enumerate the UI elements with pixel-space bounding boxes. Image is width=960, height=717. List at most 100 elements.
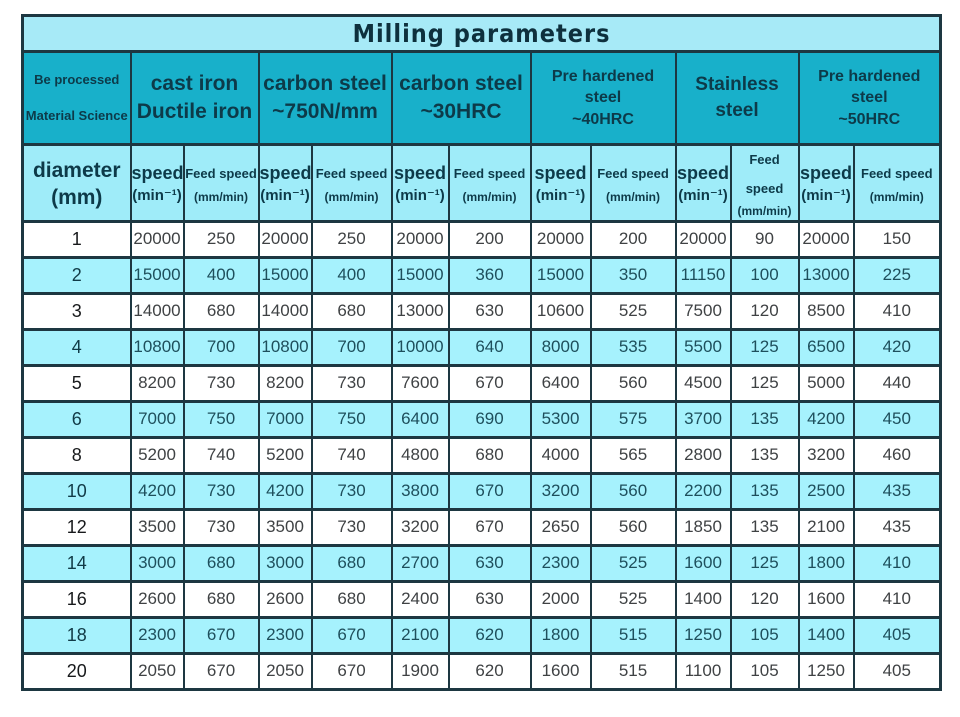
value-cell: 670 <box>310 651 393 691</box>
value-cell: 120 <box>729 579 800 619</box>
value-cell: 630 <box>447 543 532 583</box>
material-name: cast iron <box>150 71 239 95</box>
value-cell: 730 <box>182 507 260 547</box>
diameter-cell: 6 <box>21 399 132 439</box>
value-cell: 1600 <box>529 651 592 691</box>
value-cell: 680 <box>310 543 393 583</box>
value-cell: 515 <box>589 615 677 655</box>
value-cell: 1250 <box>797 651 855 691</box>
value-cell: 2700 <box>390 543 450 583</box>
value-cell: 2300 <box>129 615 185 655</box>
value-cell: 680 <box>310 291 393 331</box>
speed-label: speed <box>676 163 730 184</box>
table-row: 3 14000 680 14000 680 13000 630 10600 525 7500 120… <box>21 291 942 331</box>
feed-speed-unit: (mm/min) <box>462 189 517 204</box>
material-spec: ~50HRC <box>838 110 901 128</box>
table-row: 4 10800 700 10800 700 10000 640 8000 535 5500 125 6… <box>21 327 942 367</box>
value-cell: 13000 <box>797 255 855 295</box>
value-cell: 8000 <box>529 327 592 367</box>
table-row: 1 20000 250 20000 250 20000 200 20000 200 20000 90… <box>21 219 942 259</box>
value-cell: 560 <box>589 507 677 547</box>
value-cell: 420 <box>852 327 942 367</box>
value-cell: 730 <box>182 471 260 511</box>
material-name: Stainless steel <box>695 74 779 121</box>
value-cell: 3500 <box>129 507 185 547</box>
corner-line2: Material Science <box>25 108 128 123</box>
value-cell: 5000 <box>797 363 855 403</box>
value-cell: 10800 <box>257 327 313 367</box>
feed-speed-header: Feed speed (mm/min) <box>182 143 260 223</box>
value-cell: 680 <box>182 543 260 583</box>
value-cell: 440 <box>852 363 942 403</box>
value-cell: 3000 <box>257 543 313 583</box>
milling-parameters-table: Milling parameters Be processed Material… <box>21 14 943 691</box>
value-cell: 1800 <box>797 543 855 583</box>
value-cell: 400 <box>310 255 393 295</box>
value-cell: 8200 <box>129 363 185 403</box>
table-row: 6 7000 750 7000 750 6400 690 5300 575 3700 135 4200… <box>21 399 942 439</box>
value-cell: 120 <box>729 291 800 331</box>
diameter-cell: 16 <box>21 579 132 619</box>
value-cell: 20000 <box>129 219 185 259</box>
value-cell: 680 <box>310 579 393 619</box>
value-cell: 5500 <box>674 327 732 367</box>
feed-speed-label: Feed speed <box>453 166 526 182</box>
value-cell: 670 <box>447 507 532 547</box>
table-row: 5 8200 730 8200 730 7600 670 6400 560 4500 125 5000… <box>21 363 942 403</box>
value-cell: 200 <box>589 219 677 259</box>
value-cell: 730 <box>310 471 393 511</box>
value-cell: 565 <box>589 435 677 475</box>
value-cell: 250 <box>182 219 260 259</box>
value-cell: 560 <box>589 363 677 403</box>
feed-speed-label: Feed speed <box>745 152 784 196</box>
speed-header: speed (min⁻¹) <box>529 143 592 223</box>
value-cell: 90 <box>729 219 800 259</box>
material-name: carbon steel <box>263 71 387 95</box>
value-cell: 20000 <box>797 219 855 259</box>
table-row: 20 2050 670 2050 670 1900 620 1600 515 1100 105 125… <box>21 651 942 691</box>
value-cell: 7600 <box>390 363 450 403</box>
value-cell: 100 <box>729 255 800 295</box>
value-cell: 670 <box>310 615 393 655</box>
value-cell: 410 <box>852 291 942 331</box>
diameter-cell: 2 <box>21 255 132 295</box>
value-cell: 135 <box>729 471 800 511</box>
value-cell: 3800 <box>390 471 450 511</box>
diameter-cell: 1 <box>21 219 132 259</box>
page-title: Milling parameters <box>21 14 942 53</box>
speed-label: speed <box>799 163 853 184</box>
corner-line1: Be processed <box>34 71 120 87</box>
value-cell: 6400 <box>390 399 450 439</box>
value-cell: 405 <box>852 651 942 691</box>
value-cell: 2000 <box>529 579 592 619</box>
value-cell: 670 <box>447 471 532 511</box>
value-cell: 7000 <box>257 399 313 439</box>
diameter-label: diameter <box>32 158 121 182</box>
speed-unit: (min⁻¹) <box>801 187 851 205</box>
speed-unit: (min⁻¹) <box>678 187 728 205</box>
value-cell: 2100 <box>390 615 450 655</box>
value-cell: 10800 <box>129 327 185 367</box>
value-cell: 125 <box>729 363 800 403</box>
feed-speed-header: Feed speed (mm/min) <box>589 143 677 223</box>
value-cell: 670 <box>447 363 532 403</box>
value-cell: 450 <box>852 399 942 439</box>
value-cell: 20000 <box>257 219 313 259</box>
diameter-cell: 12 <box>21 507 132 547</box>
value-cell: 620 <box>447 651 532 691</box>
value-cell: 740 <box>182 435 260 475</box>
diameter-header: diameter (mm) <box>21 143 132 223</box>
speed-unit: (min⁻¹) <box>132 187 182 205</box>
value-cell: 670 <box>182 651 260 691</box>
feed-speed-unit: (mm/min) <box>606 189 660 204</box>
value-cell: 410 <box>852 579 942 619</box>
value-cell: 620 <box>447 615 532 655</box>
table-row: 16 2600 680 2600 680 2400 630 2000 525 1400 120 160… <box>21 579 942 619</box>
value-cell: 15000 <box>529 255 592 295</box>
value-cell: 125 <box>729 543 800 583</box>
value-cell: 730 <box>182 363 260 403</box>
value-cell: 560 <box>589 471 677 511</box>
table-row: 18 2300 670 2300 670 2100 620 1800 515 1250 105 140… <box>21 615 942 655</box>
diameter-unit: (mm) <box>51 186 103 210</box>
value-cell: 2650 <box>529 507 592 547</box>
